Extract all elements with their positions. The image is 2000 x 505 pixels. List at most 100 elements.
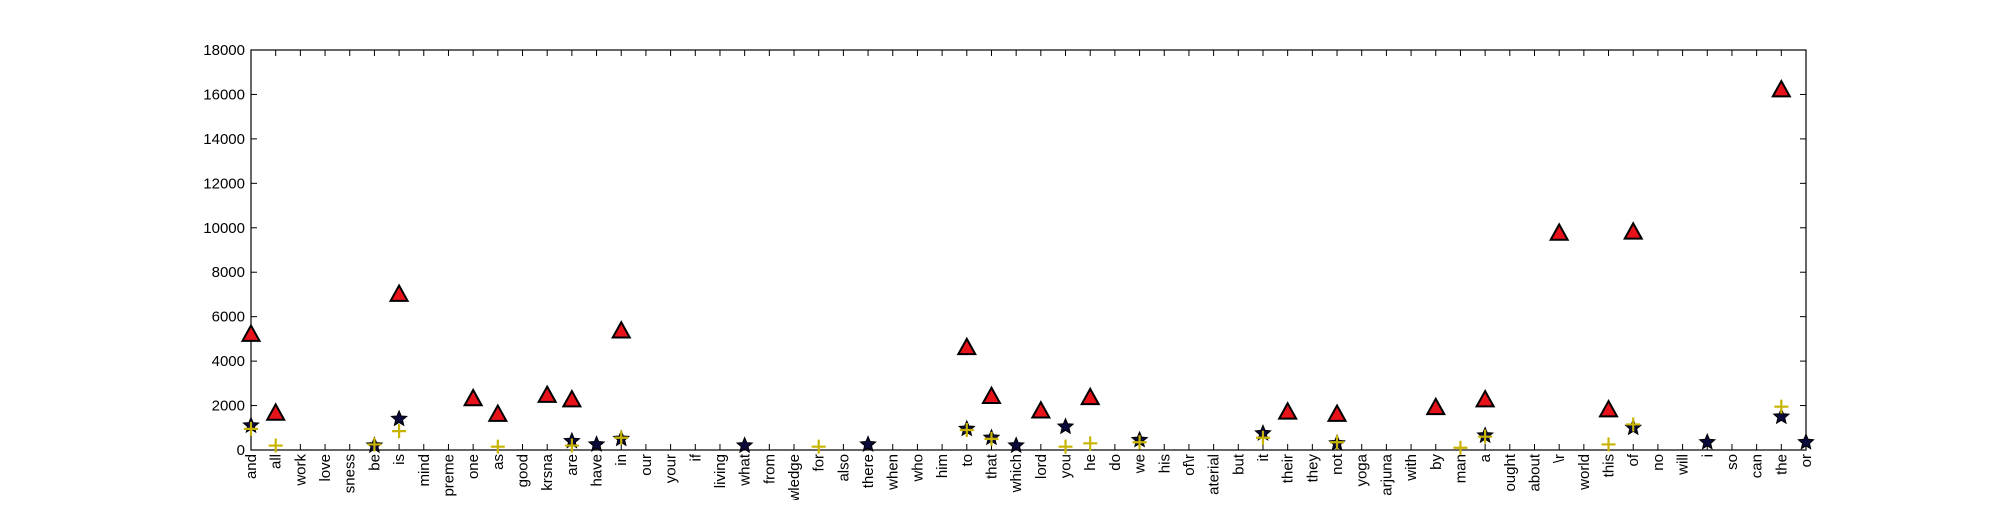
x-category-label: and — [243, 454, 260, 479]
x-category-label: one — [465, 454, 482, 479]
y-tick-label: 4000 — [212, 353, 245, 370]
plot-area — [250, 49, 1807, 451]
y-tick-label: 18000 — [203, 42, 245, 59]
plus-marker — [367, 437, 382, 452]
x-category-label: are — [564, 454, 581, 476]
x-category-label: \r — [1551, 454, 1568, 463]
x-category-label: good — [515, 454, 532, 487]
x-category-label: for — [811, 454, 828, 472]
x-category-label: so — [1724, 454, 1741, 470]
x-category-label: also — [835, 454, 852, 482]
x-category-label: his — [1156, 454, 1173, 473]
x-category-label: wledge — [786, 454, 803, 500]
plus-marker — [984, 431, 999, 446]
star-marker — [1772, 407, 1791, 425]
x-category-label: in — [613, 454, 630, 466]
plus-marker — [1774, 399, 1789, 414]
triangle-marker — [1548, 222, 1570, 241]
triangle-marker — [240, 323, 262, 342]
x-category-label: no — [1650, 454, 1667, 471]
x-category-label: love — [317, 454, 334, 482]
x-category-label: will — [1675, 454, 1692, 476]
x-category-label: work — [292, 454, 309, 487]
plus-marker — [564, 438, 579, 453]
x-category-label: lord — [1033, 454, 1050, 479]
y-tick-label: 0 — [237, 442, 245, 459]
x-category-label: world — [1576, 454, 1593, 491]
triangle-marker — [462, 387, 484, 407]
x-category-label: preme — [440, 454, 457, 497]
triangle-marker — [1080, 386, 1101, 406]
x-category-label: krsna — [539, 453, 556, 490]
x-category-label: which — [1008, 454, 1025, 493]
y-tick-label: 6000 — [212, 309, 245, 326]
x-category-label: man — [1452, 454, 1469, 483]
plus-marker — [1626, 417, 1641, 432]
x-category-label: arjuna — [1378, 453, 1395, 495]
x-category-label: ought — [1502, 453, 1519, 491]
y-tick-label: 12000 — [203, 175, 245, 192]
y-tick-label: 16000 — [203, 86, 245, 103]
x-category-label: he — [1082, 454, 1099, 471]
x-category-label: what — [737, 453, 754, 487]
triangle-marker — [611, 320, 632, 339]
star-marker — [587, 435, 606, 452]
y-tick-label: 14000 — [203, 131, 245, 148]
plus-marker — [1601, 437, 1616, 452]
x-category-label: i — [1699, 454, 1716, 457]
x-category-label: all — [268, 454, 285, 469]
x-category-label: yoga — [1354, 453, 1371, 486]
star-marker — [1007, 436, 1026, 454]
x-category-label: it — [1255, 453, 1272, 461]
triangle-marker — [1598, 399, 1619, 418]
plus-marker — [1330, 435, 1345, 450]
triangle-marker — [1474, 389, 1496, 408]
triangle-marker — [561, 389, 583, 408]
x-category-label: your — [663, 454, 680, 483]
x-category-label: be — [366, 454, 383, 471]
x-category-label: have — [589, 454, 606, 487]
plus-marker — [490, 439, 505, 454]
triangle-marker — [1326, 403, 1348, 422]
x-category-label: there — [860, 454, 877, 488]
data-marks — [240, 79, 1815, 455]
x-category-label: with — [1403, 454, 1420, 482]
plus-marker — [1058, 439, 1073, 454]
x-category-label: him — [934, 454, 951, 478]
plus-marker — [811, 439, 826, 454]
x-category-label: that — [983, 453, 1000, 479]
plus-marker — [1083, 436, 1098, 451]
triangle-marker — [265, 402, 286, 421]
x-category-label: not — [1329, 453, 1346, 475]
triangle-marker — [487, 403, 509, 422]
plus-marker — [392, 424, 407, 439]
x-category-label: do — [1107, 454, 1124, 471]
x-category-label: about — [1526, 453, 1543, 491]
plus-marker — [1453, 440, 1468, 455]
plus-marker — [959, 423, 974, 437]
x-category-label: a — [1477, 453, 1494, 462]
x-axis: and all work love sness be is mind preme one as goo… — [243, 50, 1815, 503]
x-category-label: our — [638, 454, 655, 476]
y-tick-label: 2000 — [212, 398, 245, 415]
plus-marker — [614, 430, 629, 445]
triangle-marker — [1623, 221, 1644, 240]
x-category-label: to — [959, 454, 976, 467]
star-marker — [1698, 432, 1717, 450]
star-marker — [390, 409, 408, 427]
star-marker — [1797, 432, 1815, 450]
triangle-marker — [1425, 396, 1446, 416]
plus-marker — [1478, 429, 1493, 444]
x-category-label: from — [761, 454, 778, 484]
x-category-label: sness — [342, 454, 359, 493]
x-category-label: their — [1280, 454, 1297, 483]
x-category-label: as — [490, 454, 507, 470]
x-category-label: but — [1230, 453, 1247, 475]
x-category-label: who — [909, 454, 926, 483]
y-tick-label: 10000 — [203, 220, 245, 237]
triangle-marker — [956, 336, 977, 356]
x-category-label: of — [1625, 453, 1642, 466]
x-category-label: the — [1773, 454, 1790, 475]
